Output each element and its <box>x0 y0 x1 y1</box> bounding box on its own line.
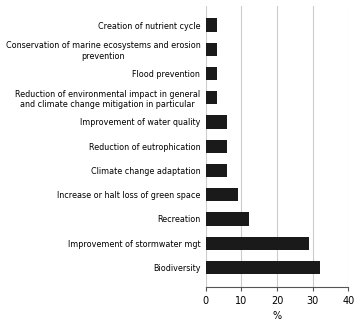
Bar <box>206 67 217 80</box>
Bar <box>206 188 238 201</box>
Bar <box>206 140 227 153</box>
X-axis label: %: % <box>273 311 282 321</box>
Bar <box>206 115 227 129</box>
Bar <box>206 43 217 56</box>
Bar <box>206 236 309 250</box>
Bar <box>206 91 217 104</box>
Bar <box>206 212 249 226</box>
Bar <box>206 261 320 274</box>
Bar <box>206 18 217 32</box>
Bar <box>206 164 227 177</box>
